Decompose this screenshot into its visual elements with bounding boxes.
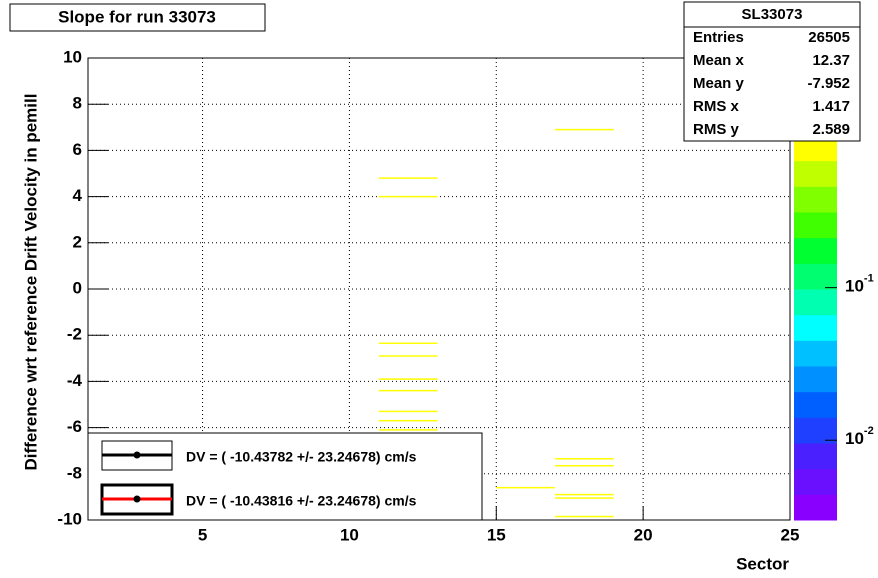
- y-tick-label: 10: [63, 47, 82, 66]
- x-tick-label: 5: [198, 525, 207, 544]
- y-tick-label: -10: [57, 509, 82, 528]
- z-tick-label: 10-2: [845, 425, 874, 449]
- z-tick-base: 10: [845, 430, 864, 449]
- z-tick-label: 10-1: [845, 273, 874, 297]
- stats-key: RMS y: [693, 121, 740, 138]
- stats-value: 26505: [808, 29, 850, 46]
- y-tick-label: 2: [73, 232, 82, 251]
- x-tick-label: 25: [781, 525, 800, 544]
- y-axis-label: Difference wrt reference Drift Velocity …: [21, 94, 40, 471]
- palette-swatch: [794, 340, 837, 367]
- palette-swatch: [794, 237, 837, 264]
- y-tick-label: -2: [67, 325, 82, 344]
- cell: [555, 493, 614, 496]
- stats-value: 12.37: [812, 52, 850, 69]
- cell: [555, 515, 614, 518]
- cell: [378, 419, 438, 422]
- y-tick-label: 8: [73, 94, 82, 113]
- cell: [378, 410, 438, 413]
- y-tick-label: -8: [67, 463, 82, 482]
- cell: [555, 464, 614, 467]
- cell: [378, 429, 438, 431]
- palette-swatch: [794, 289, 837, 316]
- legend-marker: [133, 451, 141, 459]
- cell: [555, 458, 614, 460]
- x-tick-label: 15: [487, 525, 506, 544]
- stats-value: -7.952: [807, 75, 850, 92]
- stats-key: RMS x: [693, 98, 740, 115]
- x-tick-label: 10: [340, 525, 359, 544]
- x-tick-label: 20: [634, 525, 653, 544]
- z-tick-exponent: -2: [864, 425, 874, 437]
- legend-box: [87, 432, 483, 521]
- stats-value: 1.417: [812, 98, 850, 115]
- palette-swatch: [794, 314, 837, 341]
- y-tick-label: -4: [67, 371, 83, 390]
- z-tick-exponent: -1: [864, 273, 874, 285]
- palette-swatch: [794, 391, 837, 418]
- palette-swatch: [794, 186, 837, 213]
- cell: [378, 342, 438, 345]
- y-tick-label: -6: [67, 417, 82, 436]
- cell: [378, 378, 438, 380]
- stats-key: Entries: [693, 29, 744, 46]
- palette-swatch: [794, 494, 837, 521]
- cell: [378, 177, 438, 179]
- stats-value: 2.589: [812, 121, 850, 138]
- legend-marker: [133, 495, 141, 503]
- y-tick-label: 4: [73, 186, 83, 205]
- legend-label: DV = ( -10.43816 +/- 23.24678) cm/s: [186, 493, 417, 509]
- legend-label: DV = ( -10.43782 +/- 23.24678) cm/s: [186, 449, 417, 465]
- cell: [378, 195, 438, 198]
- palette-swatch: [794, 263, 837, 290]
- cell: [555, 128, 614, 131]
- palette-swatch: [794, 366, 837, 393]
- y-tick-label: 0: [73, 278, 82, 297]
- stats-key: Mean y: [693, 75, 745, 92]
- stats-box: [683, 1, 861, 142]
- cell: [555, 497, 614, 499]
- cell: [378, 389, 438, 392]
- stats-key: Mean x: [693, 52, 745, 69]
- cell: [496, 486, 556, 489]
- y-tick-label: 6: [73, 140, 82, 159]
- palette-swatch: [794, 443, 837, 470]
- palette-swatch: [794, 160, 837, 187]
- chart-title: Slope for run 33073: [58, 7, 216, 26]
- title-box: [9, 3, 266, 32]
- palette-swatch: [794, 468, 837, 495]
- palette-swatch: [794, 417, 837, 444]
- cell: [378, 355, 438, 357]
- stats-title: SL33073: [742, 6, 803, 23]
- palette-swatch: [794, 212, 837, 239]
- z-tick-base: 10: [845, 277, 864, 296]
- x-axis-label: Sector: [736, 554, 789, 573]
